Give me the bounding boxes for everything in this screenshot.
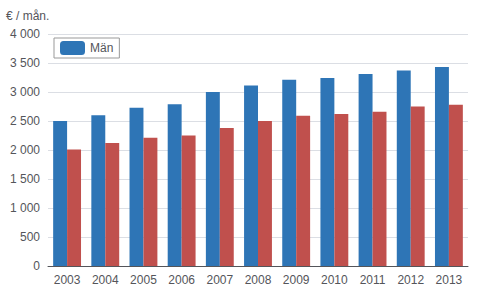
svg-text:2012: 2012 xyxy=(397,273,424,287)
svg-text:3 500: 3 500 xyxy=(10,56,40,70)
svg-text:2009: 2009 xyxy=(283,273,310,287)
svg-text:2 500: 2 500 xyxy=(10,114,40,128)
svg-text:500: 500 xyxy=(20,230,40,244)
svg-text:Män: Män xyxy=(90,41,113,55)
svg-text:2011: 2011 xyxy=(360,273,386,287)
svg-text:3 000: 3 000 xyxy=(10,85,40,99)
svg-text:€ / mån.: € / mån. xyxy=(6,9,49,23)
svg-text:0: 0 xyxy=(33,259,40,273)
svg-text:2006: 2006 xyxy=(168,273,195,287)
svg-text:2003: 2003 xyxy=(54,273,81,287)
svg-text:2008: 2008 xyxy=(245,273,272,287)
svg-text:2007: 2007 xyxy=(206,273,233,287)
svg-text:1 000: 1 000 xyxy=(10,201,40,215)
svg-text:2013: 2013 xyxy=(436,273,463,287)
svg-text:1 500: 1 500 xyxy=(10,172,40,186)
svg-text:2010: 2010 xyxy=(321,273,348,287)
svg-text:2004: 2004 xyxy=(92,273,119,287)
svg-text:2005: 2005 xyxy=(130,273,157,287)
svg-text:2 000: 2 000 xyxy=(10,143,40,157)
svg-text:4 000: 4 000 xyxy=(10,27,40,41)
